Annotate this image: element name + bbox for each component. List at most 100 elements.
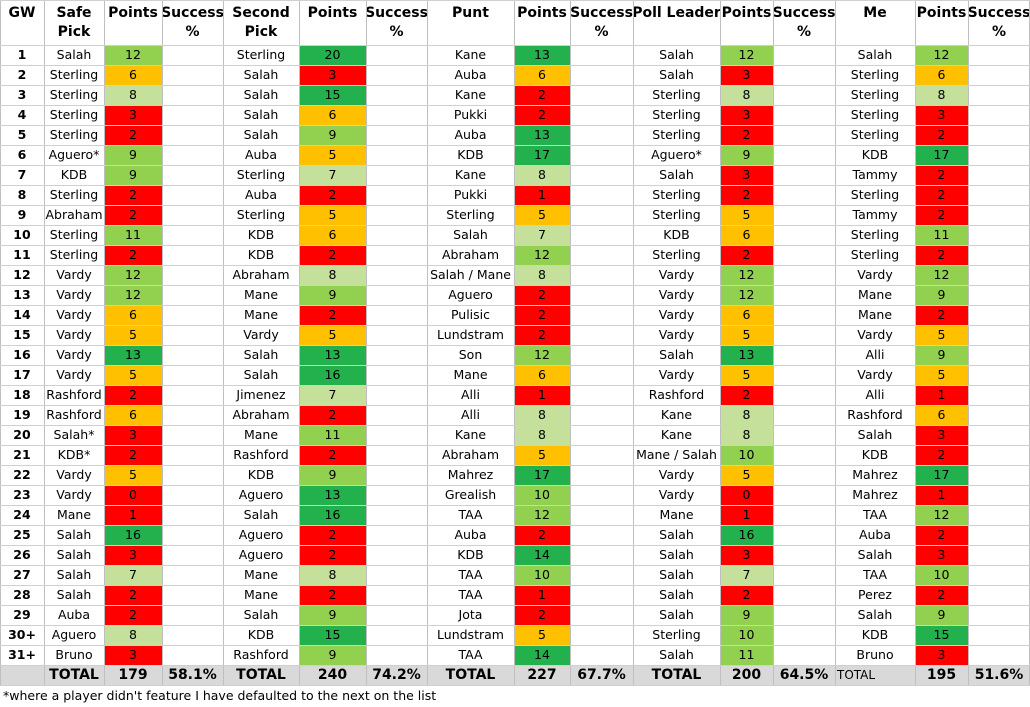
safe-points-cell: 3 [104,645,162,665]
poll-player-cell: KDB [663,226,690,242]
safe-player-cell: Vardy [56,366,92,382]
punt-player-cell: Pukki [453,106,488,122]
success-cell-empty [366,425,427,445]
second-player-cell: KDB [247,466,275,482]
me-player-cell: Alli [865,346,885,362]
me-player-cell: Salah [857,46,893,62]
success-cell-empty [773,185,835,205]
second-points-cell: 8 [299,565,366,585]
success-cell-empty [968,625,1030,645]
success-cell-empty [162,205,223,225]
punt-player-cell: Grealish [444,486,497,502]
total-poll-success: 64.5% [773,665,835,685]
success-cell-empty [570,165,633,185]
poll-points-cell: 10 [720,625,773,645]
grid-line-horizontal [0,365,1030,366]
second-points-cell: 3 [299,65,366,85]
gw-number: 16 [13,346,31,362]
success-cell-empty [773,605,835,625]
success-cell-empty [968,465,1030,485]
me-player-cell: Sterling [850,126,900,142]
success-cell-empty [570,485,633,505]
poll-player-cell: Aguero* [651,146,702,162]
poll-points-cell: 6 [720,305,773,325]
safe-points-cell: 5 [104,365,162,385]
punt-player-cell: TAA [458,646,483,662]
header-success-second: Success% [366,0,427,45]
me-player-cell: TAA [862,566,888,582]
punt-points-cell: 12 [514,245,570,265]
second-points-cell: 7 [299,385,366,405]
punt-player-cell: Kane [454,46,487,62]
success-cell-empty [773,365,835,385]
gw-number: 30+ [8,626,36,642]
poll-player-cell: Vardy [658,326,695,342]
success-cell-empty [162,585,223,605]
success-cell-empty [570,245,633,265]
grid-line-vertical [299,0,300,685]
gw-number: 25 [13,526,31,542]
me-points-cell: 15 [915,625,968,645]
header-points-poll: Points [721,5,772,21]
second-points-cell: 2 [299,525,366,545]
safe-points-cell: 6 [104,305,162,325]
me-player-cell: Mane [857,286,893,302]
second-player-cell: Mane [243,586,279,602]
grid-line-vertical [162,0,163,685]
poll-points-cell: 3 [720,545,773,565]
header-points-second: Points [307,5,358,21]
success-cell-empty [366,45,427,65]
safe-player-cell: Vardy [56,346,92,362]
success-cell-empty [773,165,835,185]
gw-number: 9 [17,206,27,222]
second-points-cell: 2 [299,585,366,605]
punt-player-cell: KDB [457,546,484,562]
grid-line-horizontal [0,485,1030,486]
success-cell-empty [773,545,835,565]
success-cell-empty [570,385,633,405]
gw-number: 3 [17,86,27,102]
second-player-cell: Aguero [238,526,284,542]
success-cell-empty [773,245,835,265]
success-cell-empty [968,385,1030,405]
success-cell-empty [162,645,223,665]
safe-player-cell: Sterling [49,86,99,102]
poll-player-cell: Vardy [658,486,695,502]
gw-number: 13 [13,286,31,302]
header-success-poll: Success% [773,0,835,45]
second-points-cell: 2 [299,445,366,465]
poll-player-cell: Salah [659,526,694,542]
second-player-cell: Salah [243,86,279,102]
safe-player-cell: Sterling [49,186,99,202]
success-cell-empty [366,485,427,505]
success-cell-empty [968,65,1030,85]
success-cell-empty [570,225,633,245]
success-cell-empty [773,65,835,85]
poll-points-cell: 12 [720,45,773,65]
success-cell-empty [968,505,1030,525]
header-points-me: Points [916,5,967,21]
punt-player-cell: Kane [454,166,487,182]
punt-points-cell: 14 [514,545,570,565]
header-poll-leader: Poll Leader [633,5,720,21]
punt-points-cell: 5 [514,625,570,645]
success-cell-empty [773,305,835,325]
safe-player-cell: Salah [56,526,92,542]
me-points-cell: 12 [915,265,968,285]
safe-player-cell: Sterling [49,246,99,262]
success-cell-empty [366,365,427,385]
me-points-cell: 9 [915,285,968,305]
me-points-cell: 12 [915,505,968,525]
second-player-cell: Abraham [232,266,290,282]
me-player-cell: Tammy [852,166,898,182]
success-cell-empty [366,85,427,105]
second-points-cell: 9 [299,645,366,665]
grid-line-vertical [104,0,105,685]
me-player-cell: KDB [861,446,889,462]
second-player-cell: Aguero [238,546,284,562]
safe-player-cell: Salah [56,46,92,62]
grid-line-vertical [633,0,634,685]
poll-points-cell: 11 [720,645,773,665]
me-player-cell: Salah [857,606,893,622]
